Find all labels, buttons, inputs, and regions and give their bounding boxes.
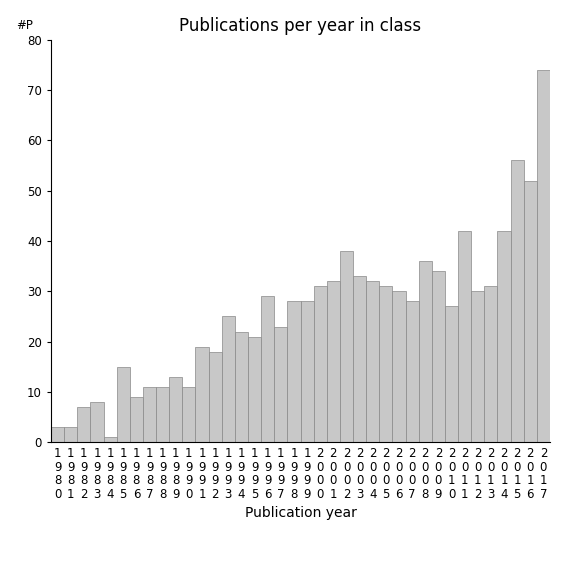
Bar [340,251,353,442]
Bar [379,286,392,442]
Bar [511,160,524,442]
Bar [524,180,537,442]
Bar [353,276,366,442]
Bar [537,70,550,442]
Bar [314,286,327,442]
Bar [418,261,432,442]
Text: #P: #P [16,19,33,32]
Bar [287,302,301,442]
Bar [248,337,261,442]
Bar [274,327,287,442]
Bar [143,387,156,442]
Bar [445,306,458,442]
Bar [209,352,222,442]
Bar [130,397,143,442]
Bar [156,387,169,442]
Bar [471,291,484,442]
Bar [104,437,117,442]
Bar [458,231,471,442]
Bar [64,427,77,442]
X-axis label: Publication year: Publication year [244,506,357,520]
Bar [484,286,497,442]
Title: Publications per year in class: Publications per year in class [179,18,422,35]
Bar [196,346,209,442]
Bar [90,402,104,442]
Bar [261,297,274,442]
Bar [222,316,235,442]
Bar [497,231,511,442]
Bar [169,377,183,442]
Bar [117,367,130,442]
Bar [405,302,418,442]
Bar [301,302,314,442]
Bar [392,291,405,442]
Bar [432,271,445,442]
Bar [327,281,340,442]
Bar [77,407,90,442]
Bar [183,387,196,442]
Bar [51,427,64,442]
Bar [366,281,379,442]
Bar [235,332,248,442]
